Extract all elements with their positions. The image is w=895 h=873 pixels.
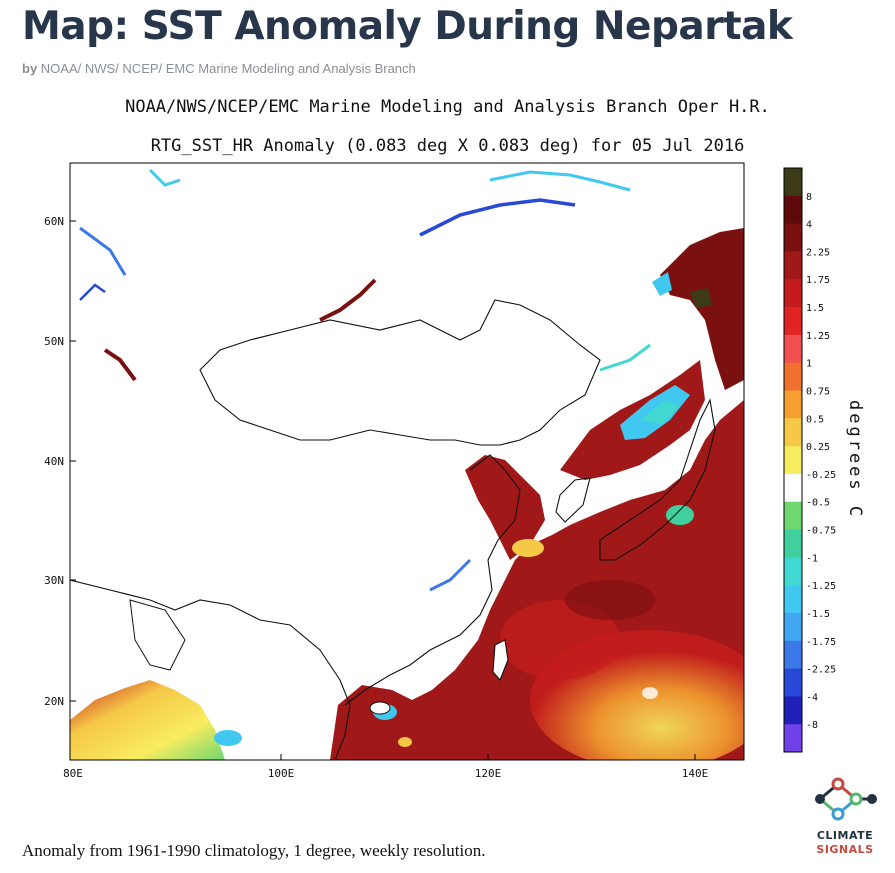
axis-ticks <box>70 220 696 760</box>
colorbar-units: degrees C <box>845 400 865 520</box>
colorbar-swatch <box>784 557 802 586</box>
byline-prefix: by <box>22 61 38 76</box>
colorbar-swatch <box>784 612 802 642</box>
colorbar-swatch <box>784 668 802 697</box>
colorbar-frame <box>783 167 803 753</box>
lon-label-120e: 120E <box>475 767 502 780</box>
lat-label-30n: 30N <box>44 574 64 587</box>
river-cold-2 <box>79 226 127 276</box>
colorbar-swatch <box>784 473 802 503</box>
colorbar-label: 1 <box>806 359 812 370</box>
colorbar-label: -0.5 <box>806 498 830 509</box>
colorbar-swatch <box>784 195 802 225</box>
lat-label-50n: 50N <box>44 335 64 348</box>
colorbar-swatch <box>784 696 802 725</box>
figure-header-line2: RTG_SST_HR Anomaly (0.083 deg X 0.083 de… <box>150 136 745 156</box>
lat-label-40n: 40N <box>44 455 64 468</box>
colorbar-label: -0.75 <box>806 526 836 537</box>
colorbar-label: -1.5 <box>806 609 830 620</box>
logo-text-signals: SIGNALS <box>816 843 874 856</box>
lat-label-60n: 60N <box>44 215 64 228</box>
byline: by NOAA/ NWS/ NCEP/ EMC Marine Modeling … <box>22 61 416 76</box>
colorbar-swatch <box>784 724 802 753</box>
logo-text-climate: CLIMATE <box>816 829 874 842</box>
lon-label-100e: 100E <box>268 767 295 780</box>
colorbar-label: 0.75 <box>806 386 830 397</box>
colorbar-label: 4 <box>806 220 812 231</box>
okhotsk-warm-anomaly <box>660 228 744 390</box>
colorbar-swatch <box>784 529 802 558</box>
colorbar-label: 1.25 <box>806 331 830 342</box>
colorbar-swatch <box>784 418 802 447</box>
colorbar-label: -0.25 <box>806 470 836 481</box>
colorbar-swatch <box>784 279 802 308</box>
colorbar-label: 8 <box>806 192 812 203</box>
colorbar-label: -4 <box>806 692 818 703</box>
colorbar-label: -1.75 <box>806 637 836 648</box>
lon-label-80e: 80E <box>63 767 83 780</box>
yellow-sea-anomaly <box>465 455 545 560</box>
colorbar-label: -2.25 <box>806 665 836 676</box>
colorbar-swatch <box>784 446 802 475</box>
colorbar-swatch <box>784 362 802 391</box>
colorbar-swatch <box>784 223 802 252</box>
colorbar-swatch <box>784 585 802 614</box>
figure-header-line1: NOAA/NWS/NCEP/EMC Marine Modeling and An… <box>125 97 770 117</box>
page-title: Map: SST Anomaly During Nepartak <box>22 4 793 49</box>
colorbar-label: 0.5 <box>806 414 824 425</box>
colorbar-label: 0.25 <box>806 442 830 453</box>
land-outline <box>70 579 351 760</box>
colorbar-label: 2.25 <box>806 247 830 258</box>
colorbar-swatch <box>784 640 802 670</box>
lon-label-140e: 140E <box>682 767 709 780</box>
colorbar-label: -1 <box>806 553 818 564</box>
colorbar-label: -8 <box>806 720 818 731</box>
colorbar-label: 1.5 <box>806 303 824 314</box>
colorbar-swatch <box>784 390 802 419</box>
colorbar-label: -1.25 <box>806 581 836 592</box>
colorbar-swatch <box>784 501 802 531</box>
colorbar: 8 4 2.25 1.75 1.5 1.25 1 0.75 0.5 0.25 -0.25 -0.5 -0… <box>783 167 836 753</box>
lat-label-20n: 20N <box>44 695 64 708</box>
river-cold-1 <box>419 198 576 237</box>
colorbar-swatch <box>784 168 802 197</box>
colorbar-swatch <box>784 251 802 280</box>
bay-of-bengal-anomaly <box>70 680 225 760</box>
colorbar-swatch <box>784 307 802 336</box>
climate-signals-logo-icon <box>815 777 877 821</box>
byline-source: NOAA/ NWS/ NCEP/ EMC Marine Modeling and… <box>40 61 416 76</box>
map-field <box>70 163 744 760</box>
colorbar-label: 1.75 <box>806 275 830 286</box>
colorbar-swatch <box>784 334 802 364</box>
caption: Anomaly from 1961-1990 climatology, 1 de… <box>22 841 486 860</box>
